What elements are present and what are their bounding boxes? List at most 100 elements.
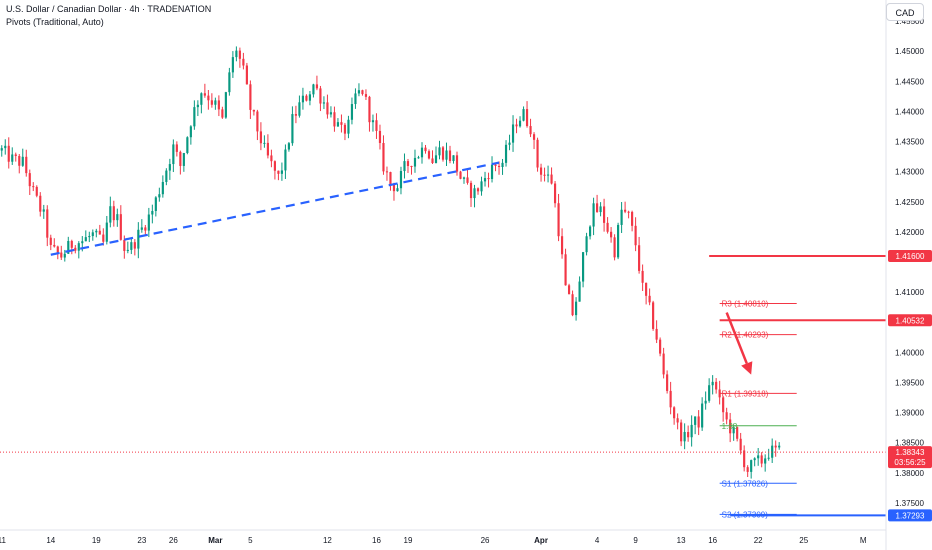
candle-body bbox=[476, 188, 480, 192]
candle-body bbox=[102, 234, 105, 242]
candle-body bbox=[287, 143, 290, 150]
candle-body bbox=[743, 450, 746, 468]
price-tick-label: 1.42500 bbox=[895, 198, 924, 207]
candle-body bbox=[56, 246, 59, 253]
candle-body bbox=[42, 209, 45, 212]
candle-body bbox=[326, 102, 329, 115]
candle-body bbox=[581, 252, 585, 282]
indicator-legend[interactable]: Pivots (Traditional, Auto) bbox=[6, 17, 104, 27]
time-tick-label: 19 bbox=[404, 536, 413, 545]
level-tag bbox=[888, 509, 932, 522]
candle-body bbox=[39, 195, 42, 212]
candle-body bbox=[126, 249, 129, 251]
candle-body bbox=[14, 154, 17, 157]
candle-body bbox=[462, 177, 466, 179]
candle-body bbox=[284, 149, 287, 171]
time-tick-label: 26 bbox=[481, 536, 490, 545]
time-tick-label: 19 bbox=[92, 536, 101, 545]
candle-body bbox=[501, 162, 504, 168]
candle-body bbox=[95, 230, 98, 233]
candle-body bbox=[28, 173, 31, 187]
candle-body bbox=[532, 134, 536, 140]
candle-body bbox=[659, 339, 662, 354]
candle-body bbox=[224, 92, 227, 118]
price-tick-label: 1.37500 bbox=[895, 499, 924, 508]
candle-body bbox=[231, 57, 234, 73]
candle-body bbox=[617, 224, 620, 258]
candle-body bbox=[378, 130, 382, 144]
candle-body bbox=[322, 102, 326, 104]
candle-body bbox=[53, 244, 56, 247]
candle-body bbox=[543, 174, 546, 176]
trendline bbox=[50, 161, 500, 256]
candle-body bbox=[291, 114, 294, 144]
pivot-label-r2: R2 (1.40293) bbox=[722, 331, 769, 340]
candle-body bbox=[620, 209, 623, 225]
candle-body bbox=[560, 236, 564, 255]
level-tag-label: 1.41600 bbox=[896, 252, 925, 261]
price-axis[interactable]: 1.37500 1.38000 1.38500 1.39000 1.39500 1.400… bbox=[885, 0, 932, 550]
candle-body bbox=[364, 94, 368, 97]
candle-body bbox=[368, 96, 371, 123]
price-tick-label: 1.38000 bbox=[895, 469, 924, 478]
candle-body bbox=[21, 156, 24, 166]
candle-body bbox=[235, 50, 238, 58]
candle-body bbox=[539, 167, 543, 175]
candle-body bbox=[172, 144, 175, 165]
candle-body bbox=[708, 385, 711, 401]
candle-body bbox=[553, 183, 557, 204]
candle-body bbox=[46, 209, 49, 238]
time-axis[interactable]: 11 14 19 23 26 Mar 5 12 16 19 26 Apr 4 9 13 16 22 25 M bbox=[0, 529, 886, 545]
time-tick-label: Mar bbox=[208, 536, 222, 545]
candle-body bbox=[109, 206, 112, 223]
candle-body bbox=[638, 245, 641, 271]
candle-body bbox=[522, 109, 525, 121]
candle-body bbox=[280, 170, 283, 174]
candle-body bbox=[441, 147, 445, 160]
currency-button[interactable]: CAD bbox=[886, 3, 924, 21]
candle-body bbox=[483, 178, 487, 182]
symbol-title[interactable]: U.S. Dollar / Canadian Dollar · 4h · TRA… bbox=[6, 4, 212, 14]
time-tick-label: M bbox=[860, 536, 867, 545]
candle-body bbox=[140, 227, 143, 230]
time-tick-label: 12 bbox=[323, 536, 332, 545]
candle-body bbox=[392, 184, 396, 192]
candle-body bbox=[599, 206, 602, 213]
time-tick-label: 4 bbox=[595, 536, 600, 545]
candle-body bbox=[673, 407, 676, 419]
candle-body bbox=[245, 65, 248, 85]
candle-body bbox=[603, 206, 606, 223]
level-tag-label: 1.37293 bbox=[896, 511, 925, 520]
price-tick-label: 1.44500 bbox=[895, 77, 924, 86]
candle-body bbox=[690, 424, 693, 438]
candle-body bbox=[420, 147, 424, 158]
price-tick-label: 1.41000 bbox=[895, 288, 924, 297]
candle-body bbox=[546, 174, 550, 176]
candle-body bbox=[403, 161, 406, 172]
price-tick-label: 1.42000 bbox=[895, 228, 924, 237]
candle-body bbox=[49, 237, 52, 245]
candle-body bbox=[336, 122, 340, 127]
candle-body bbox=[137, 229, 140, 249]
candle-body bbox=[564, 254, 567, 286]
pivot-label-r3: R3 (1.40810) bbox=[722, 300, 769, 309]
candle-body bbox=[764, 458, 767, 464]
candle-body bbox=[676, 418, 679, 423]
candle-body bbox=[399, 171, 403, 189]
candle-body bbox=[725, 412, 728, 420]
candle-body bbox=[60, 252, 63, 258]
candle-body bbox=[518, 120, 522, 127]
time-tick-label: 16 bbox=[372, 536, 381, 545]
candle-body bbox=[151, 210, 154, 215]
candle-body bbox=[571, 294, 574, 316]
candle-body bbox=[578, 281, 581, 302]
candle-body bbox=[424, 147, 427, 152]
candle-body bbox=[315, 84, 319, 89]
price-tick-label: 1.45000 bbox=[895, 47, 924, 56]
candle-body bbox=[697, 416, 700, 428]
candle-body bbox=[631, 211, 634, 226]
candle-body bbox=[77, 243, 80, 251]
candle-body bbox=[427, 151, 431, 159]
price-tick-label: 1.39500 bbox=[895, 378, 924, 387]
